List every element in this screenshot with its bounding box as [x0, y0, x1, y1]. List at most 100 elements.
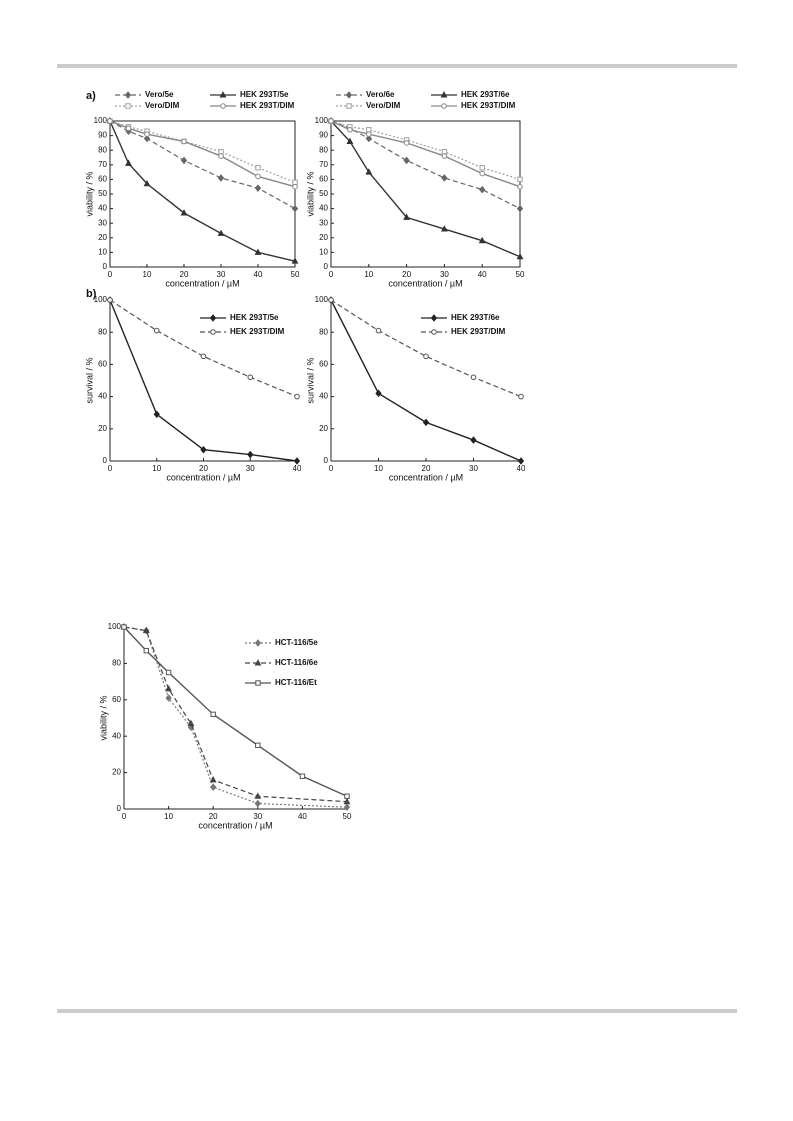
y-tick-label: 20: [319, 424, 328, 433]
legend-label: Vero/5e: [145, 90, 174, 99]
y-tick-label: 90: [98, 131, 107, 140]
marker: [403, 140, 410, 146]
y-tick-label: 0: [324, 456, 329, 465]
marker: [343, 797, 351, 805]
x-tick-label: 30: [217, 270, 226, 279]
marker: [125, 159, 132, 166]
y-axis-label: survival / %: [305, 357, 315, 403]
x-tick-label: 20: [422, 464, 431, 473]
y-tick-label: 60: [319, 175, 328, 184]
y-tick-label: 40: [112, 731, 121, 740]
marker: [254, 248, 262, 255]
plot-frame: [109, 120, 296, 268]
marker: [165, 685, 173, 692]
y-tick-label: 60: [98, 175, 107, 184]
y-axis-label: viability / %: [84, 171, 94, 216]
marker: [403, 156, 410, 165]
y-tick-label: 80: [112, 659, 121, 668]
series-line: [109, 120, 296, 262]
marker: [254, 799, 261, 808]
marker: [125, 125, 132, 132]
legend-label: Vero/DIM: [145, 101, 180, 110]
marker: [423, 353, 429, 360]
y-tick-label: 100: [315, 116, 329, 125]
marker: [375, 389, 382, 398]
y-axis-label: survival / %: [84, 357, 94, 403]
marker: [218, 148, 224, 155]
marker: [200, 353, 207, 360]
legend-label: HEK 293T/6e: [451, 313, 500, 322]
marker: [291, 257, 299, 264]
marker: [365, 168, 373, 175]
x-tick-label: 50: [343, 812, 352, 821]
marker: [478, 236, 486, 244]
y-tick-label: 0: [103, 262, 108, 271]
series-line: [330, 299, 522, 462]
legend-label: HEK 293T/DIM: [451, 327, 506, 336]
x-axis-label: concentration / µM: [389, 472, 463, 482]
y-tick-label: 30: [319, 218, 328, 227]
legend-label: HEK 293T/6e: [461, 90, 510, 99]
y-tick-label: 20: [319, 233, 328, 242]
x-tick-label: 40: [293, 464, 302, 473]
x-tick-label: 0: [122, 812, 127, 821]
marker: [247, 450, 254, 459]
marker: [143, 179, 151, 187]
x-tick-label: 10: [374, 464, 383, 473]
x-tick-label: 0: [329, 464, 334, 473]
y-axis-label: viability / %: [305, 171, 315, 216]
marker: [124, 91, 132, 99]
x-tick-label: 50: [291, 270, 300, 279]
marker: [247, 374, 254, 381]
y-tick-label: 80: [98, 327, 107, 336]
x-tick-label: 0: [108, 270, 113, 279]
marker: [343, 803, 351, 811]
marker: [441, 174, 448, 182]
marker: [180, 209, 188, 216]
x-tick-label: 0: [108, 464, 113, 473]
marker: [125, 103, 131, 109]
x-axis-label: concentration / µM: [166, 472, 240, 482]
y-tick-label: 50: [319, 189, 328, 198]
marker: [431, 329, 437, 335]
marker: [292, 183, 298, 190]
marker: [430, 314, 438, 322]
marker: [143, 134, 151, 143]
y-tick-label: 90: [319, 131, 328, 140]
marker: [255, 680, 261, 686]
y-tick-label: 40: [319, 392, 328, 401]
marker: [165, 694, 172, 702]
legend-label: HEK 293T/DIM: [461, 101, 516, 110]
y-tick-label: 60: [112, 695, 121, 704]
y-tick-label: 40: [319, 204, 328, 213]
marker: [209, 776, 217, 783]
marker: [403, 213, 411, 220]
y-tick-label: 10: [319, 248, 328, 257]
marker: [518, 393, 524, 400]
x-tick-label: 10: [364, 270, 373, 279]
marker: [107, 297, 113, 303]
legend-label: HCT-116/Et: [275, 678, 317, 687]
x-tick-label: 30: [253, 812, 262, 821]
series-line: [330, 120, 521, 210]
marker: [254, 639, 262, 647]
y-tick-label: 70: [98, 160, 107, 169]
legend-label: Vero/6e: [366, 90, 395, 99]
legend-label: HCT-116/5e: [275, 638, 318, 647]
series-line: [109, 120, 296, 210]
header-rule: [57, 64, 737, 68]
marker: [345, 91, 353, 99]
series-line: [123, 626, 348, 797]
marker: [366, 127, 372, 133]
marker: [153, 327, 160, 334]
marker: [328, 118, 334, 124]
marker: [180, 156, 188, 165]
marker: [254, 659, 262, 666]
x-tick-label: 0: [329, 270, 334, 279]
marker: [346, 137, 354, 144]
marker: [422, 418, 430, 427]
y-tick-label: 100: [315, 295, 329, 304]
y-tick-label: 80: [98, 145, 107, 154]
marker: [440, 91, 448, 98]
